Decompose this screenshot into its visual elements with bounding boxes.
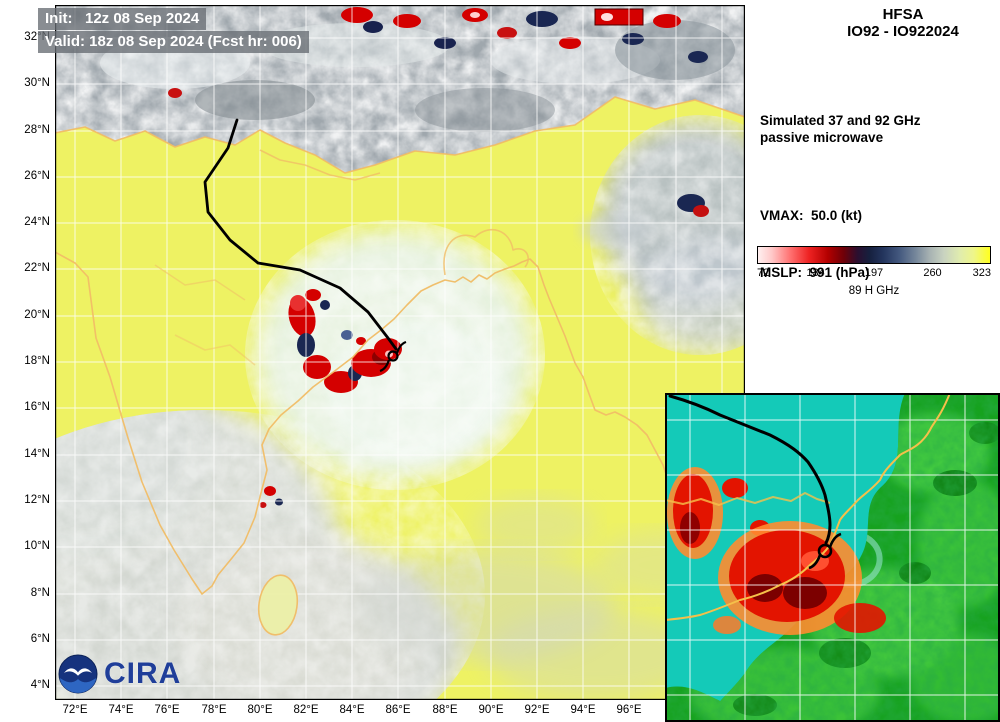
- cira-wordmark: CIRA: [104, 657, 182, 690]
- lat-tick: 12°N: [24, 494, 50, 506]
- lat-tick: 8°N: [30, 587, 50, 599]
- lon-tick: 92°E: [524, 704, 550, 716]
- inset-border: [665, 393, 1000, 722]
- lat-tick: 14°N: [24, 448, 50, 460]
- coastlines: [54, 96, 746, 636]
- storm-track: [203, 118, 398, 351]
- colorbar-tick: 323: [972, 267, 991, 279]
- product-line2: passive microwave: [760, 130, 884, 145]
- noaa-emblem-icon: [58, 654, 98, 694]
- lat-tick: 26°N: [24, 170, 50, 182]
- product-line1: Simulated 37 and 92 GHz: [760, 113, 921, 128]
- cyclone-symbol-icon: [379, 340, 407, 373]
- inset-cyclone-symbol-icon: [808, 532, 842, 570]
- lon-tick: 84°E: [339, 704, 365, 716]
- lat-tick: 18°N: [24, 355, 50, 367]
- lat-tick: 6°N: [30, 633, 50, 645]
- cira-logo: CIRA: [58, 654, 181, 694]
- lon-tick: 82°E: [293, 704, 319, 716]
- model-name: HFSA: [882, 6, 924, 23]
- lon-tick: 86°E: [385, 704, 411, 716]
- lon-tick: 78°E: [201, 704, 227, 716]
- header: HFSA IO92 - IO922024: [810, 6, 996, 40]
- lon-tick: 96°E: [616, 704, 642, 716]
- lat-tick: 24°N: [24, 216, 50, 228]
- lat-tick: 10°N: [24, 540, 50, 552]
- lat-tick: 28°N: [24, 124, 50, 136]
- inset-coastline: [664, 392, 951, 621]
- lon-tick: 76°E: [154, 704, 180, 716]
- lon-tick: 88°E: [432, 704, 458, 716]
- map-frame: [55, 5, 745, 700]
- forecast-time-overlay: Init: 12z 08 Sep 2024 Valid: 18z 08 Sep …: [38, 8, 309, 54]
- lat-tick: 20°N: [24, 309, 50, 321]
- main-map: [0, 5, 791, 722]
- colorbar-tick: 260: [923, 267, 942, 279]
- mslp-value: MSLP: 991 (hPa): [760, 265, 870, 280]
- product-description: Simulated 37 and 92 GHz passive microwav…: [760, 112, 921, 146]
- lon-tick: 94°E: [570, 704, 596, 716]
- init-time-label: Init: 12z 08 Sep 2024: [38, 8, 207, 30]
- storm-id: IO92 - IO922024: [847, 23, 959, 40]
- lon-tick: 90°E: [478, 704, 504, 716]
- lon-tick: 72°E: [62, 704, 88, 716]
- map-grid: [55, 5, 745, 700]
- lat-tick: 4°N: [30, 679, 50, 691]
- vmax-value: VMAX: 50.0 (kt): [760, 208, 863, 223]
- lat-tick: 30°N: [24, 77, 50, 89]
- mid-cloud-patch: [580, 214, 650, 246]
- lon-tick: 80°E: [247, 704, 273, 716]
- inset-storm-track: [668, 394, 832, 545]
- lat-tick: 16°N: [24, 401, 50, 413]
- colorbar-gradient: [757, 246, 991, 264]
- lon-tick: 74°E: [108, 704, 134, 716]
- colorbar-tick: 72: [757, 267, 770, 279]
- colorbar-ticks: 72 134 197 260 323: [757, 267, 991, 281]
- main-map-svg: [0, 5, 791, 722]
- colorbar-tick: 197: [864, 267, 884, 279]
- colorbar-label: 89 H GHz: [848, 285, 900, 297]
- inset-grid: [665, 393, 1000, 722]
- inset-zoom-map: [664, 392, 1000, 722]
- storm-stats: VMAX: 50.0 (kt) MSLP: 991 (hPa): [760, 168, 870, 320]
- valid-time-label: Valid: 18z 08 Sep 2024 (Fcst hr: 006): [38, 31, 309, 53]
- lat-tick: 22°N: [24, 262, 50, 274]
- colorbar-tick: 134: [806, 267, 825, 279]
- inset-map-svg: [664, 392, 1000, 722]
